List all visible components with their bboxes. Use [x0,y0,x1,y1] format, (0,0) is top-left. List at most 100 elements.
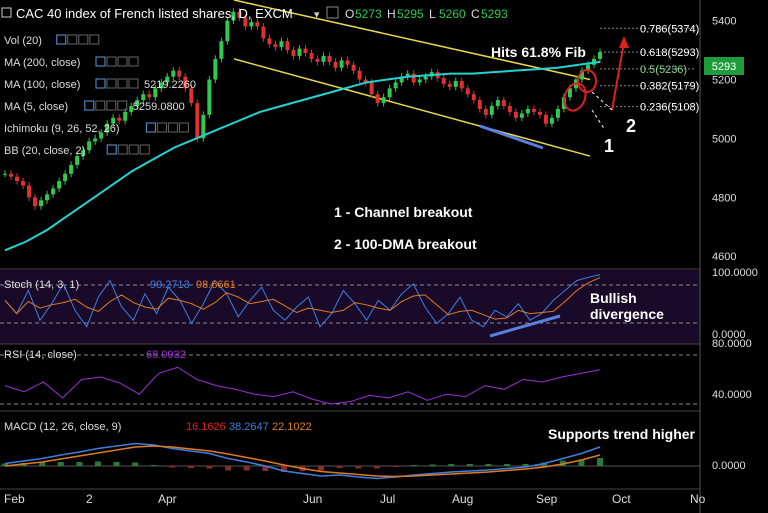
stoch-note-line1: Bullish [590,290,637,306]
macd-histogram-bar [429,464,436,466]
indicator-tool-icon [95,78,106,89]
macd-value-2: 38.2647 [229,421,269,433]
candle-body [3,173,7,175]
fib-label-2: 0.5(5236) [640,64,687,76]
indicator-tool-icon [84,100,95,111]
fib-levels: 0.786(5374) 0.618(5293) 0.5(5236) 0.382(517… [600,23,699,114]
macd-histogram-bar [76,462,83,466]
indicator-tool-icon [56,34,67,45]
candle-body [201,114,206,139]
candle-body [525,108,530,114]
indicator-tool-icon [167,122,178,133]
candle-body [471,94,476,101]
stoch-axis-bottom: 0.0000 [712,329,746,341]
chart-title: CAC 40 index of French listed shares, D,… [16,6,293,21]
macd-histogram-bar [336,466,343,468]
candle-body [135,100,140,107]
path-arrow-1 [591,109,606,131]
candle-body [495,100,500,107]
x-label-Jul: Jul [380,492,395,506]
stoch-d-value: 98.6661 [196,279,236,291]
candle-body [93,138,98,142]
candle-body [351,64,356,71]
candle-body [39,200,44,207]
indicator-tool-icon [117,78,128,89]
settings-icon[interactable] [326,6,339,19]
candle-body [225,20,230,42]
ohlc-value-O: 5273 [355,7,382,21]
macd-histogram-bar [411,465,418,466]
rsi-value: 68.0932 [146,349,186,361]
candle-body [273,44,278,48]
price-tick-4800: 4800 [712,192,736,204]
candle-body [309,53,314,59]
indicator-label-4: Ichimoku (9, 26, 52, 26) [4,123,120,135]
candle-body [387,88,392,98]
path-arrow-2 [591,91,613,111]
candle-body [339,60,344,68]
candle-body [375,94,380,104]
x-label-No: No [690,492,706,506]
title-dropdown-icon[interactable]: ▾ [314,9,320,21]
candle-body [27,185,32,198]
fib-label-4: 0.236(5108) [640,102,699,114]
candle-body [45,194,50,201]
candle-body [189,88,194,104]
candle-body [111,117,116,124]
stoch-k-value: 99.2713 [150,279,190,291]
candle-body [447,83,452,87]
macd-histogram-bar [262,466,269,471]
candle-body [231,11,236,21]
note-dma-breakout: 2 - 100-DMA breakout [334,236,477,252]
candle-body [345,60,350,65]
ohlc-readout: O 5273 H 5295 L 5260 C 5293 [345,7,508,21]
macd-histogram-bar [39,462,46,466]
x-label-Aug: Aug [452,492,473,506]
price-axis-ticks: 5400 5200 5000 4800 4600 [712,16,736,264]
breakout-circle [563,82,587,112]
indicator-value-3: 5259.0800 [133,101,185,113]
candle-body [171,70,176,77]
candle-body [105,123,110,133]
indicator-tool-icon [106,100,117,111]
indicator-tool-icon [117,100,128,111]
candle-body [21,181,26,186]
target-arrow [611,41,625,111]
macd-histogram-bar [225,466,232,471]
fib-label-3: 0.382(5179) [640,81,699,93]
ohlc-value-L: 5260 [439,7,466,21]
candle-body [99,132,104,139]
candle-body [117,117,122,121]
macd-histogram-bar [113,462,120,466]
candle-body [555,108,560,118]
collapse-icon[interactable] [1,7,12,18]
marker-1: 1 [604,136,614,156]
candle-body [411,73,416,83]
candle-body [489,106,494,115]
indicator-tool-icon [89,34,100,45]
indicator-value-2: 5219.2260 [144,79,196,91]
indicator-tool-icon [95,56,106,67]
candle-body [147,94,152,98]
x-label-Feb: Feb [4,492,25,506]
macd-signal-line [4,445,601,478]
price-divergence-line [479,124,544,150]
macd-value-1: 16.1626 [186,421,226,433]
candle-body [585,64,590,71]
macd-axis-zero: 0.0000 [712,460,746,472]
candle-body [87,141,92,151]
candle-body [315,58,320,62]
candle-body [195,103,200,139]
macd-series [2,442,603,480]
macd-histogram-bar [392,466,399,467]
candle-body [255,22,260,27]
indicator-tool-icon [128,56,139,67]
macd-histogram-bar [150,465,157,466]
price-tick-5000: 5000 [712,133,736,145]
note-channel-breakout: 1 - Channel breakout [334,204,473,220]
candle-body [183,76,188,89]
macd-histogram-bar [522,464,529,466]
stoch-note-line2: divergence [590,306,664,322]
price-badge-bg [704,57,744,75]
price-tick-4600: 4600 [712,251,736,263]
